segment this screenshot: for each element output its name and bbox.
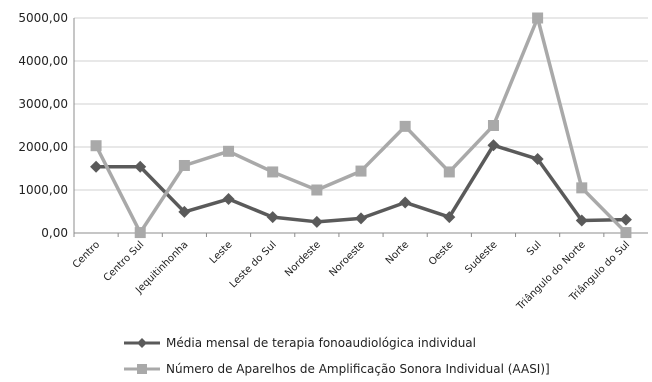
data-point xyxy=(532,12,544,24)
data-point xyxy=(355,212,367,225)
x-tick-label: Noroeste xyxy=(327,239,367,279)
y-tick-label: 2000,00 xyxy=(18,140,68,154)
x-tick-label: Centro Sul xyxy=(102,239,147,284)
series-line-1 xyxy=(94,16,628,235)
y-tick-label: 5000,00 xyxy=(18,11,68,25)
data-point xyxy=(576,182,588,194)
data-point xyxy=(311,184,323,196)
x-tick-label: Sudeste xyxy=(463,239,499,275)
series-line-0 xyxy=(96,143,626,224)
data-point xyxy=(399,196,412,209)
data-point xyxy=(443,166,455,178)
data-point xyxy=(443,211,456,224)
data-point xyxy=(310,215,323,228)
x-tick-label: Centro xyxy=(71,239,102,270)
x-tick-label: Oeste xyxy=(427,239,456,268)
x-tick-label: Norte xyxy=(384,239,411,266)
diamond-marker-icon xyxy=(124,338,160,348)
data-point xyxy=(90,160,103,173)
line-chart: 0,001000,002000,003000,004000,005000,00 … xyxy=(18,11,648,313)
data-point xyxy=(266,211,279,224)
data-point xyxy=(178,205,191,218)
legend-item-aasi: Número de Aparelhos de Amplificação Sono… xyxy=(124,356,550,382)
series-0 xyxy=(90,139,632,228)
data-point xyxy=(487,120,499,131)
data-point xyxy=(90,140,102,152)
y-tick-label: 1000,00 xyxy=(18,183,68,197)
data-point xyxy=(223,145,235,157)
x-tick-label: Leste do Sul xyxy=(228,239,279,290)
legend-label-aasi: Número de Aparelhos de Amplificação Sono… xyxy=(166,362,550,376)
y-tick-label: 4000,00 xyxy=(18,54,68,68)
data-point xyxy=(487,139,500,152)
data-point xyxy=(178,159,190,171)
series-1 xyxy=(90,12,632,239)
y-axis-tick-labels: 0,00 1000,00 2000,00 3000,00 4000,00 5000,00 xyxy=(18,11,68,240)
data-point xyxy=(531,153,544,166)
square-marker-icon xyxy=(124,364,160,374)
legend-item-terapia: Média mensal de terapia fonoaudiológica … xyxy=(124,330,550,356)
data-point xyxy=(355,165,367,177)
data-point xyxy=(267,166,279,178)
x-tick-label: Leste xyxy=(208,239,235,266)
data-point xyxy=(575,214,588,227)
data-point xyxy=(134,160,147,173)
data-point xyxy=(619,213,632,226)
x-tick-label: Nordeste xyxy=(283,239,323,279)
series-lines xyxy=(90,12,632,239)
legend: Média mensal de terapia fonoaudiológica … xyxy=(124,330,550,382)
data-point xyxy=(399,120,411,132)
data-point xyxy=(222,193,235,206)
legend-label-terapia: Média mensal de terapia fonoaudiológica … xyxy=(166,336,476,350)
x-tick-label: Sul xyxy=(525,239,544,258)
data-point xyxy=(134,227,146,239)
data-point xyxy=(620,227,632,239)
y-tick-label: 0,00 xyxy=(41,226,68,240)
y-tick-label: 3000,00 xyxy=(18,97,68,111)
